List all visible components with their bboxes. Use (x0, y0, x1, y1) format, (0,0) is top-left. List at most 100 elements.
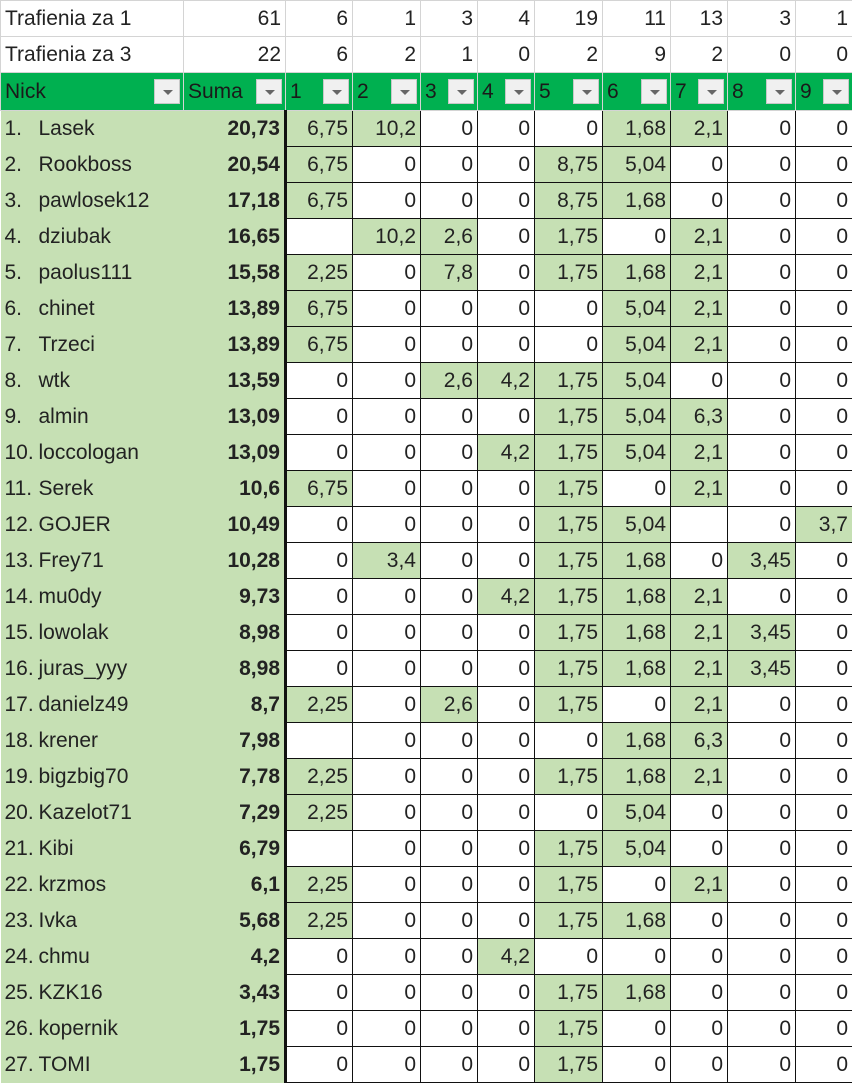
score-cell[interactable]: 0 (353, 363, 421, 399)
score-cell[interactable]: 0 (796, 795, 852, 831)
score-cell[interactable]: 0 (603, 687, 671, 723)
suma-cell[interactable]: 5,68 (184, 903, 286, 939)
score-cell[interactable]: 0 (478, 291, 535, 327)
score-cell[interactable]: 0 (535, 111, 603, 147)
score-cell[interactable]: 5,04 (603, 147, 671, 183)
score-cell[interactable]: 0 (671, 543, 728, 579)
score-cell[interactable]: 0 (796, 1047, 852, 1083)
score-cell[interactable]: 1,75 (535, 1047, 603, 1083)
nick-cell[interactable]: 1.Lasek (1, 111, 184, 147)
score-cell[interactable]: 0 (421, 399, 478, 435)
score-cell[interactable]: 1,75 (535, 579, 603, 615)
score-cell[interactable]: 2,1 (671, 291, 728, 327)
score-cell[interactable]: 0 (478, 759, 535, 795)
score-cell[interactable]: 2,1 (671, 219, 728, 255)
summary-value[interactable]: 9 (603, 37, 671, 73)
nick-cell[interactable]: 22.krzmos (1, 867, 184, 903)
score-cell[interactable]: 2,6 (421, 687, 478, 723)
score-cell[interactable]: 1,75 (535, 1011, 603, 1047)
score-cell[interactable]: 0 (535, 795, 603, 831)
score-cell[interactable]: 0 (671, 1047, 728, 1083)
score-cell[interactable]: 0 (478, 219, 535, 255)
score-cell[interactable]: 0 (671, 903, 728, 939)
score-cell[interactable]: 0 (421, 867, 478, 903)
score-cell[interactable]: 0 (353, 147, 421, 183)
score-cell[interactable]: 1,68 (603, 183, 671, 219)
nick-cell[interactable]: 4.dziubak (1, 219, 184, 255)
score-cell[interactable] (671, 507, 728, 543)
score-cell[interactable]: 2,1 (671, 651, 728, 687)
score-cell[interactable]: 1,75 (535, 867, 603, 903)
summary-value[interactable]: 1 (796, 1, 852, 37)
score-cell[interactable]: 0 (796, 723, 852, 759)
column-header[interactable]: 4 (478, 73, 535, 111)
nick-cell[interactable]: 15.lowolak (1, 615, 184, 651)
score-cell[interactable]: 0 (728, 1047, 796, 1083)
filter-dropdown-icon[interactable] (823, 79, 849, 104)
score-cell[interactable]: 1,75 (535, 687, 603, 723)
column-header[interactable]: 2 (353, 73, 421, 111)
score-cell[interactable]: 0 (421, 579, 478, 615)
filter-dropdown-icon[interactable] (154, 79, 180, 104)
score-cell[interactable]: 0 (421, 435, 478, 471)
score-cell[interactable]: 0 (286, 543, 353, 579)
score-cell[interactable]: 0 (728, 723, 796, 759)
filter-dropdown-icon[interactable] (641, 79, 667, 104)
score-cell[interactable]: 0 (728, 687, 796, 723)
score-cell[interactable]: 0 (728, 939, 796, 975)
score-cell[interactable]: 1,68 (603, 903, 671, 939)
score-cell[interactable]: 8,75 (535, 183, 603, 219)
score-cell[interactable]: 0 (796, 759, 852, 795)
score-cell[interactable]: 2,25 (286, 687, 353, 723)
score-cell[interactable]: 0 (353, 867, 421, 903)
score-cell[interactable]: 8,75 (535, 147, 603, 183)
suma-cell[interactable]: 10,49 (184, 507, 286, 543)
score-cell[interactable]: 0 (478, 471, 535, 507)
filter-dropdown-icon[interactable] (448, 79, 474, 104)
summary-value[interactable]: 1 (353, 1, 421, 37)
score-cell[interactable]: 6,3 (671, 723, 728, 759)
score-cell[interactable]: 0 (421, 471, 478, 507)
score-cell[interactable]: 0 (796, 435, 852, 471)
score-cell[interactable]: 0 (796, 615, 852, 651)
score-cell[interactable]: 2,25 (286, 795, 353, 831)
suma-cell[interactable]: 10,6 (184, 471, 286, 507)
score-cell[interactable]: 2,1 (671, 327, 728, 363)
score-cell[interactable]: 2,25 (286, 255, 353, 291)
score-cell[interactable]: 0 (796, 147, 852, 183)
score-cell[interactable]: 0 (796, 471, 852, 507)
nick-cell[interactable]: 24.chmu (1, 939, 184, 975)
summary-value[interactable]: 3 (421, 1, 478, 37)
score-cell[interactable]: 0 (603, 939, 671, 975)
score-cell[interactable]: 0 (421, 651, 478, 687)
score-cell[interactable]: 0 (671, 795, 728, 831)
score-cell[interactable]: 0 (421, 147, 478, 183)
score-cell[interactable]: 0 (478, 543, 535, 579)
score-cell[interactable]: 2,1 (671, 111, 728, 147)
score-cell[interactable]: 0 (353, 795, 421, 831)
score-cell[interactable]: 5,04 (603, 291, 671, 327)
score-cell[interactable]: 0 (421, 183, 478, 219)
score-cell[interactable]: 0 (671, 939, 728, 975)
nick-cell[interactable]: 16.juras_yyy (1, 651, 184, 687)
score-cell[interactable]: 1,75 (535, 255, 603, 291)
score-cell[interactable]: 0 (353, 1047, 421, 1083)
column-header[interactable]: 8 (728, 73, 796, 111)
nick-cell[interactable]: 6.chinet (1, 291, 184, 327)
score-cell[interactable] (286, 723, 353, 759)
nick-cell[interactable]: 21.Kibi (1, 831, 184, 867)
summary-value[interactable]: 6 (286, 37, 353, 73)
score-cell[interactable]: 0 (353, 1011, 421, 1047)
summary-total[interactable]: 22 (184, 37, 286, 73)
score-cell[interactable]: 2,1 (671, 255, 728, 291)
summary-value[interactable]: 2 (353, 37, 421, 73)
score-cell[interactable]: 0 (421, 291, 478, 327)
score-cell[interactable]: 1,68 (603, 651, 671, 687)
score-cell[interactable]: 0 (478, 183, 535, 219)
score-cell[interactable]: 5,04 (603, 399, 671, 435)
suma-cell[interactable]: 13,89 (184, 291, 286, 327)
score-cell[interactable]: 0 (728, 219, 796, 255)
score-cell[interactable]: 0 (535, 723, 603, 759)
suma-cell[interactable]: 13,09 (184, 435, 286, 471)
score-cell[interactable]: 1,68 (603, 975, 671, 1011)
